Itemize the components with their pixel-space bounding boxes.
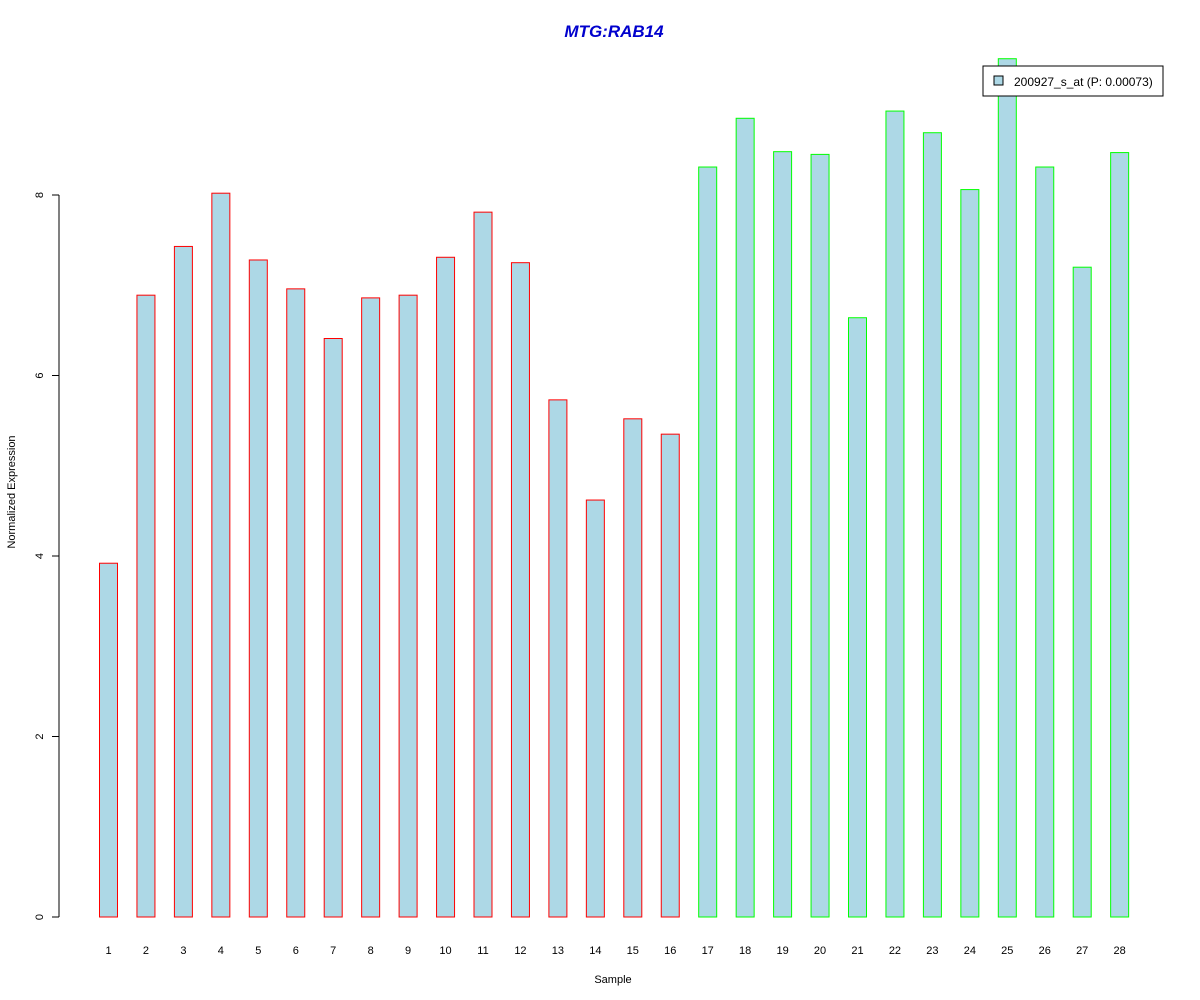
legend-box <box>982 65 1164 97</box>
bar-sample-11 <box>473 211 493 918</box>
bar-sample-21 <box>848 317 867 918</box>
x-tick-label: 15 <box>627 945 639 957</box>
bar-sample-25 <box>997 58 1017 918</box>
y-tick-label: 2 <box>34 733 46 739</box>
bar-sample-17 <box>698 166 718 918</box>
legend-label: 200927_s_at (P: 0.00073) <box>1014 75 1153 89</box>
bar-sample-28 <box>1110 152 1130 918</box>
bars <box>99 58 1130 918</box>
x-tick-label: 20 <box>814 945 826 957</box>
x-tick-label: 14 <box>589 945 601 957</box>
x-tick-label: 11 <box>477 945 488 957</box>
y-axis-label: Normalized Expression <box>6 435 18 548</box>
x-tick-label: 1 <box>105 945 111 957</box>
x-tick-label: 12 <box>514 945 526 957</box>
bar-sample-16 <box>660 433 680 918</box>
legend-swatch <box>993 75 1004 86</box>
bar-sample-7 <box>323 337 343 918</box>
legend: 200927_s_at (P: 0.00073) <box>982 65 1164 97</box>
bar-sample-18 <box>735 117 755 918</box>
x-tick-label: 24 <box>964 945 976 957</box>
x-tick-label: 27 <box>1076 945 1088 957</box>
x-tick-label: 10 <box>439 945 451 957</box>
bar-sample-13 <box>548 399 568 918</box>
y-axis: 0 2 4 6 8 <box>34 192 60 920</box>
y-tick-label: 6 <box>34 372 46 378</box>
bar-sample-22 <box>885 110 905 918</box>
bar-sample-6 <box>286 288 306 918</box>
bar-sample-19 <box>773 151 793 918</box>
x-tick-label: 2 <box>143 945 149 957</box>
bar-sample-20 <box>810 153 830 918</box>
x-axis-label: Sample <box>594 974 631 986</box>
x-tick-label: 28 <box>1114 945 1126 957</box>
x-tick-label: 16 <box>664 945 676 957</box>
bar-sample-27 <box>1072 266 1092 918</box>
bar-sample-24 <box>960 189 980 918</box>
x-tick-label: 21 <box>851 945 863 957</box>
x-tick-label: 7 <box>330 945 336 957</box>
bar-sample-8 <box>361 297 381 918</box>
bar-sample-23 <box>922 132 942 918</box>
x-tick-label: 8 <box>368 945 374 957</box>
bar-sample-26 <box>1035 166 1055 918</box>
x-tick-label: 18 <box>739 945 751 957</box>
y-tick-label: 8 <box>34 192 46 198</box>
bar-sample-1 <box>99 562 118 918</box>
x-tick-label: 23 <box>926 945 938 957</box>
x-tick-label: 13 <box>552 945 564 957</box>
bar-sample-12 <box>510 262 530 918</box>
bar-sample-14 <box>585 499 605 918</box>
x-tick-label: 17 <box>702 945 714 957</box>
x-tick-label: 9 <box>405 945 411 957</box>
bar-sample-4 <box>211 192 231 918</box>
bar-sample-5 <box>248 259 268 918</box>
bar-sample-9 <box>398 294 418 918</box>
x-tick-label: 19 <box>776 945 788 957</box>
x-tick-label: 6 <box>293 945 299 957</box>
y-tick-label: 4 <box>34 553 46 559</box>
bar-sample-15 <box>623 418 643 918</box>
y-tick-label: 0 <box>34 914 46 920</box>
bar-sample-10 <box>436 256 456 918</box>
x-tick-label: 22 <box>889 945 901 957</box>
x-tick-label: 26 <box>1039 945 1051 957</box>
chart-title: MTG:RAB14 <box>564 22 664 41</box>
x-tick-label: 4 <box>218 945 224 957</box>
bar-sample-3 <box>173 245 193 918</box>
bar-sample-2 <box>136 294 156 918</box>
x-tick-label: 3 <box>180 945 186 957</box>
x-tick-label: 25 <box>1001 945 1013 957</box>
x-tick-labels: 1 2 3 4 5 6 7 8 9 10 11 12 13 14 15 16 17 18 19 20 21 22 23 24 2… <box>105 945 1125 957</box>
x-tick-label: 5 <box>255 945 261 957</box>
